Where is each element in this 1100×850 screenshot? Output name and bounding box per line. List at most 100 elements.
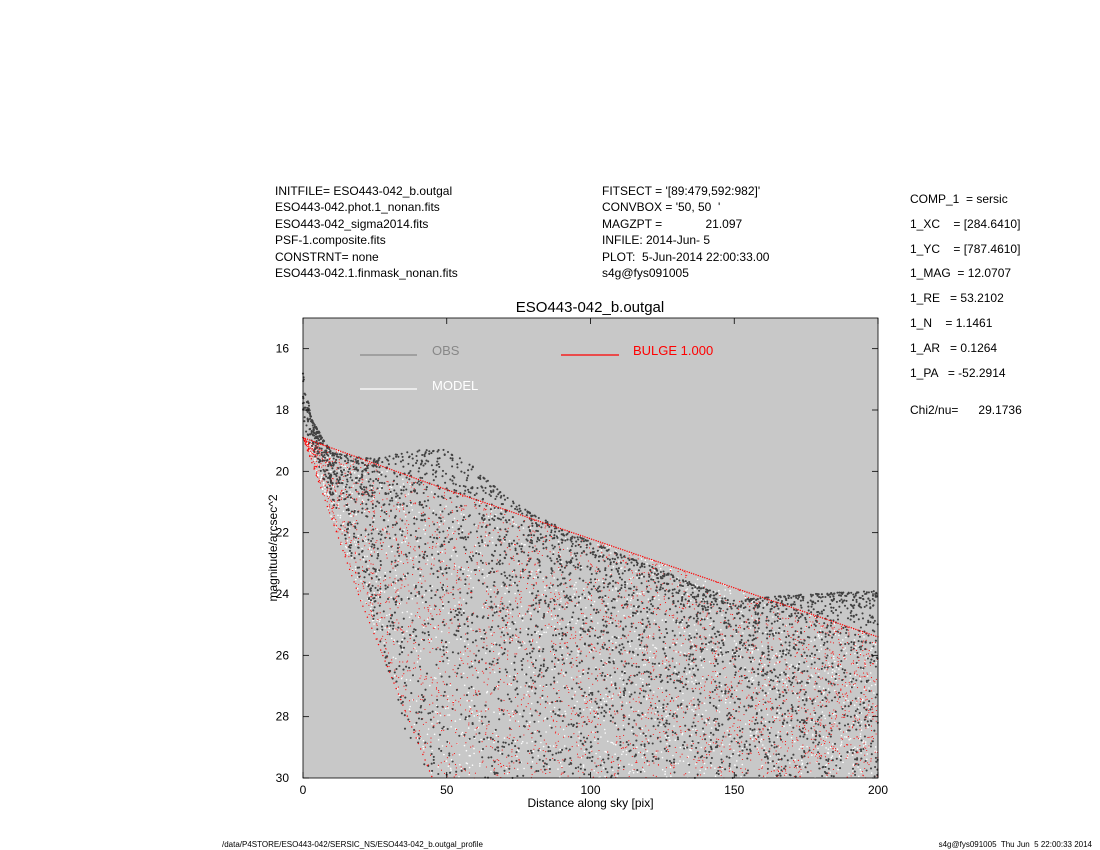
header-infile: INFILE: 2014-Jun- 5	[602, 233, 711, 248]
data-point	[876, 705, 878, 707]
data-point	[701, 713, 704, 716]
data-point	[346, 553, 349, 555]
data-point	[597, 543, 599, 546]
data-point	[874, 683, 877, 686]
data-point	[632, 772, 635, 774]
data-point	[654, 657, 656, 659]
data-point	[752, 667, 754, 669]
param-row: 1_N = 1.1461	[910, 316, 992, 330]
data-point	[582, 764, 585, 766]
data-point	[609, 653, 611, 655]
data-point	[432, 545, 434, 548]
data-point	[604, 662, 606, 664]
data-point	[775, 662, 777, 664]
data-point	[698, 688, 700, 690]
data-point	[517, 705, 519, 707]
data-point	[622, 683, 625, 686]
data-point	[408, 626, 410, 628]
data-point	[541, 594, 543, 596]
data-point	[555, 643, 557, 646]
data-point	[431, 694, 433, 696]
data-point	[728, 626, 730, 628]
data-point	[486, 575, 489, 577]
data-point	[761, 759, 763, 761]
data-point	[320, 478, 322, 481]
data-point	[326, 489, 329, 491]
data-point	[535, 582, 537, 584]
data-point	[602, 697, 605, 700]
data-point	[686, 756, 688, 758]
data-point	[336, 451, 338, 453]
data-point	[669, 739, 671, 742]
data-point	[503, 765, 505, 767]
data-point	[365, 494, 367, 496]
data-point	[412, 699, 414, 701]
data-point	[645, 738, 647, 740]
data-point	[577, 744, 580, 747]
param-row: COMP_1 = sersic	[910, 192, 1008, 206]
data-point	[499, 611, 501, 613]
data-point	[466, 717, 468, 720]
data-point	[411, 597, 414, 600]
data-point	[417, 611, 419, 614]
data-point	[634, 630, 636, 633]
data-point	[561, 647, 564, 649]
data-point	[678, 632, 681, 634]
data-point	[780, 747, 782, 749]
data-point	[785, 769, 787, 771]
data-point	[652, 567, 654, 569]
data-point	[758, 691, 760, 693]
data-point	[317, 476, 319, 478]
data-point	[780, 640, 782, 643]
data-point	[630, 597, 633, 600]
data-point	[724, 688, 726, 690]
data-point	[467, 566, 470, 569]
data-point	[732, 725, 734, 727]
data-point	[704, 580, 707, 583]
data-point	[670, 709, 672, 711]
data-point	[493, 603, 495, 605]
data-point	[502, 627, 504, 629]
data-point	[604, 732, 607, 734]
data-point	[656, 608, 658, 610]
data-point	[468, 722, 470, 724]
data-point	[653, 569, 656, 572]
data-point	[546, 611, 549, 614]
data-point	[680, 651, 682, 653]
data-point	[384, 528, 387, 530]
data-point	[452, 669, 454, 671]
data-point	[749, 731, 752, 733]
data-point	[848, 710, 850, 712]
data-point	[784, 651, 786, 654]
data-point	[718, 704, 720, 707]
data-point	[563, 685, 565, 687]
data-point	[537, 720, 540, 723]
data-point	[401, 584, 403, 586]
data-point	[735, 644, 737, 646]
data-point	[731, 652, 734, 654]
data-point	[503, 709, 505, 711]
data-point	[399, 531, 402, 534]
data-point	[454, 664, 456, 667]
data-point	[666, 659, 668, 661]
data-point	[874, 706, 877, 708]
data-point	[717, 641, 719, 643]
data-point	[332, 505, 334, 507]
data-point	[403, 510, 406, 513]
data-point	[348, 556, 350, 558]
data-point	[411, 509, 414, 511]
data-point	[636, 771, 639, 773]
data-point	[680, 624, 683, 626]
data-point	[804, 732, 806, 734]
data-point	[859, 697, 861, 699]
data-point	[394, 622, 396, 624]
data-point	[720, 621, 722, 624]
data-point	[468, 766, 471, 769]
data-point	[554, 668, 556, 670]
data-point	[645, 698, 648, 701]
data-point	[433, 627, 435, 630]
data-point	[808, 649, 810, 651]
data-point	[837, 656, 839, 658]
data-point	[817, 668, 819, 670]
data-point	[422, 626, 425, 629]
